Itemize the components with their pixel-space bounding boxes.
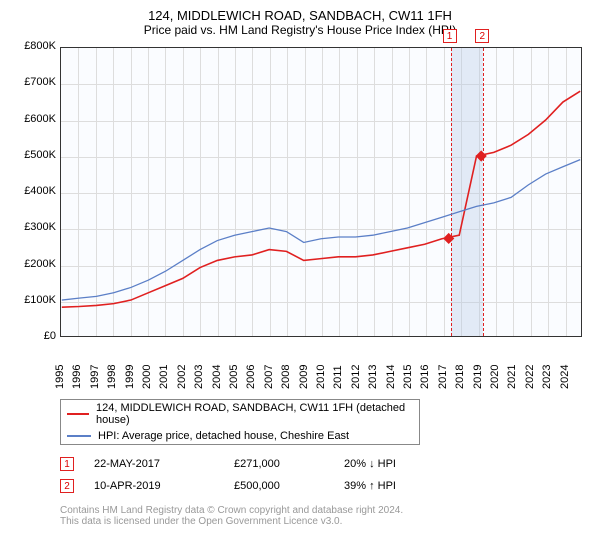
ytick-label: £100K: [12, 294, 56, 306]
xtick-label: 2016: [419, 375, 431, 389]
transaction-row: 1 22-MAY-2017£271,00020% ↓ HPI: [12, 453, 588, 475]
transaction-price: £500,000: [234, 480, 344, 492]
xtick-label: 2000: [141, 375, 153, 389]
plot-region: [60, 47, 582, 337]
ytick-label: £600K: [12, 113, 56, 125]
transaction-date: 10-APR-2019: [94, 480, 234, 492]
transaction-marker: [443, 233, 454, 244]
xtick-label: 1997: [89, 375, 101, 389]
xtick-label: 2001: [158, 375, 170, 389]
xtick-label: 2018: [454, 375, 466, 389]
legend-swatch: [67, 435, 91, 437]
xtick-label: 1999: [124, 375, 136, 389]
transaction-idx: 1: [60, 457, 74, 471]
series-line: [62, 160, 580, 300]
xtick-label: 2022: [524, 375, 536, 389]
legend-swatch: [67, 413, 89, 415]
xtick-label: 2002: [176, 375, 188, 389]
xtick-label: 2014: [385, 375, 397, 389]
legend-item: 124, MIDDLEWICH ROAD, SANDBACH, CW11 1FH…: [61, 400, 419, 428]
transaction-row: 2 10-APR-2019£500,00039% ↑ HPI: [12, 475, 588, 497]
xtick-label: 2020: [489, 375, 501, 389]
xtick-label: 2003: [193, 375, 205, 389]
transaction-delta: 39% ↑ HPI: [344, 480, 454, 492]
ytick-label: £800K: [12, 40, 56, 52]
chart-title: 124, MIDDLEWICH ROAD, SANDBACH, CW11 1FH: [12, 8, 588, 23]
xtick-label: 1995: [54, 375, 66, 389]
transaction-idx: 2: [60, 479, 74, 493]
xtick-label: 2007: [263, 375, 275, 389]
ytick-label: £200K: [12, 258, 56, 270]
xtick-label: 2009: [298, 375, 310, 389]
footer-line1: Contains HM Land Registry data © Crown c…: [60, 505, 588, 516]
legend-item: HPI: Average price, detached house, Ches…: [61, 428, 419, 444]
series-line: [62, 91, 580, 307]
ytick-label: £700K: [12, 76, 56, 88]
xtick-label: 2005: [228, 375, 240, 389]
footer-line2: This data is licensed under the Open Gov…: [60, 516, 588, 527]
chart-area: £0 £100K £200K £300K £400K £500K £600K £700K £80…: [12, 43, 588, 393]
xtick-label: 2021: [506, 375, 518, 389]
transaction-marker: [476, 150, 487, 161]
xtick-label: 2015: [402, 375, 414, 389]
xtick-label: 2013: [367, 375, 379, 389]
xtick-label: 2010: [315, 375, 327, 389]
ytick-label: £500K: [12, 149, 56, 161]
xtick-label: 2023: [541, 375, 553, 389]
xtick-label: 2019: [472, 375, 484, 389]
ytick-label: £0: [12, 330, 56, 342]
ytick-label: £300K: [12, 221, 56, 233]
footer: Contains HM Land Registry data © Crown c…: [60, 505, 588, 527]
transaction-index-box: 2: [475, 29, 489, 43]
legend: 124, MIDDLEWICH ROAD, SANDBACH, CW11 1FH…: [60, 399, 420, 445]
xtick-label: 2008: [280, 375, 292, 389]
legend-label: HPI: Average price, detached house, Ches…: [98, 430, 349, 442]
xtick-label: 2004: [211, 375, 223, 389]
xtick-label: 2006: [245, 375, 257, 389]
chart-subtitle: Price paid vs. HM Land Registry's House …: [12, 23, 588, 37]
transaction-index-box: 1: [443, 29, 457, 43]
xtick-label: 2012: [350, 375, 362, 389]
legend-label: 124, MIDDLEWICH ROAD, SANDBACH, CW11 1FH…: [96, 402, 413, 426]
ytick-label: £400K: [12, 185, 56, 197]
transaction-date: 22-MAY-2017: [94, 458, 234, 470]
transaction-price: £271,000: [234, 458, 344, 470]
transactions-table: 1 22-MAY-2017£271,00020% ↓ HPI 2 10-APR-201…: [12, 453, 588, 497]
transaction-delta: 20% ↓ HPI: [344, 458, 454, 470]
xtick-label: 1998: [106, 375, 118, 389]
xtick-label: 2017: [437, 375, 449, 389]
xtick-label: 1996: [71, 375, 83, 389]
xtick-label: 2011: [332, 375, 344, 389]
series-layer: [61, 48, 581, 336]
xtick-label: 2024: [559, 375, 571, 389]
chart-container: 124, MIDDLEWICH ROAD, SANDBACH, CW11 1FH…: [0, 0, 600, 535]
